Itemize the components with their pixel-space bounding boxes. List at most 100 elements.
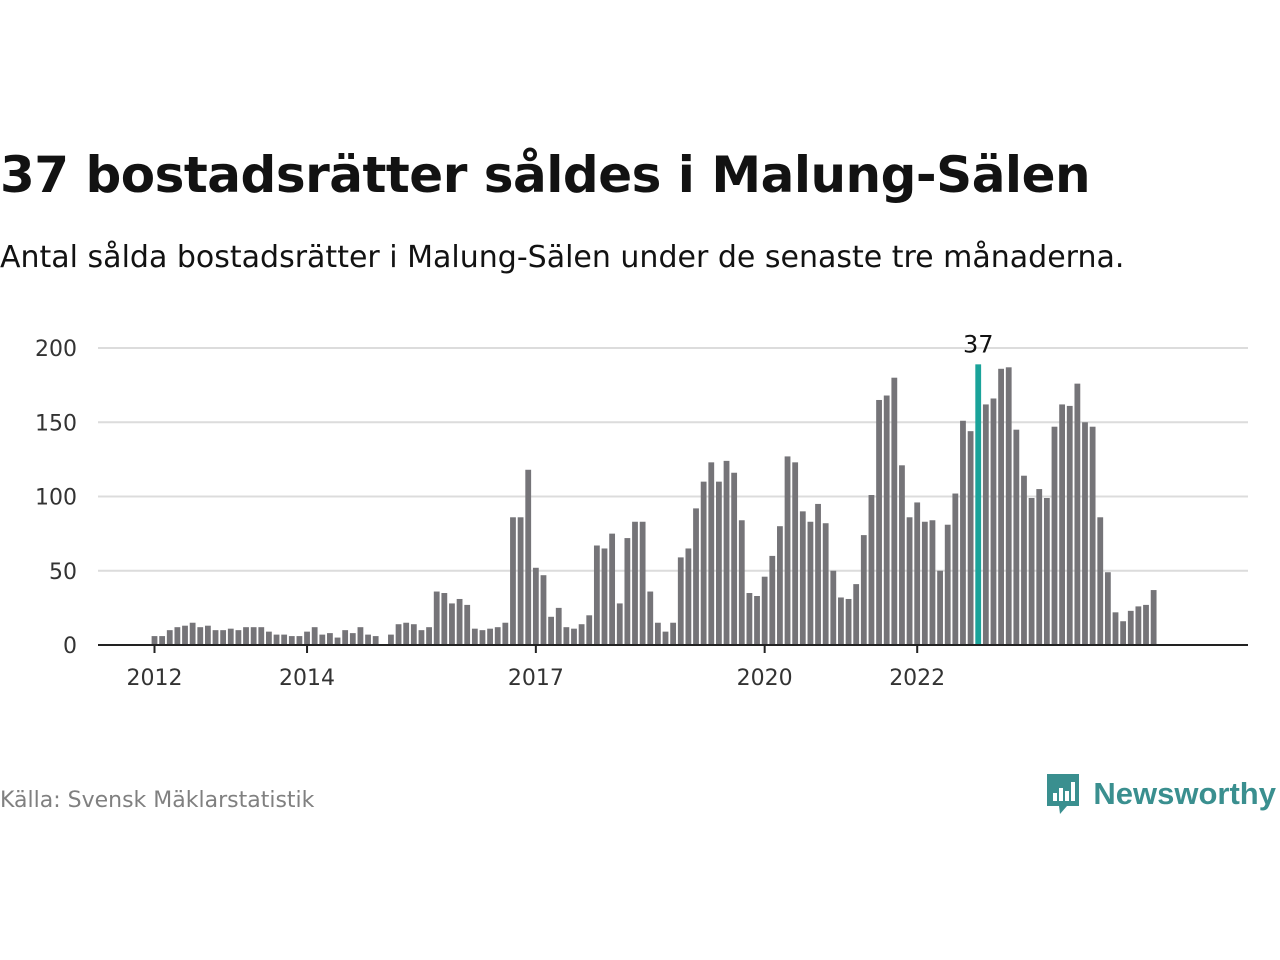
bar [1074, 383, 1081, 645]
bar [1135, 606, 1142, 645]
bar [189, 622, 196, 645]
bar [479, 630, 486, 645]
bar [609, 533, 616, 646]
bar [403, 622, 410, 645]
bar [822, 523, 829, 645]
bar [174, 627, 181, 645]
bar [502, 622, 509, 645]
bar [410, 624, 417, 645]
bars [151, 364, 1157, 646]
x-tick-label: 2022 [889, 666, 945, 691]
axes: 0 50 100 150 200 37 2012 2014 2017 2020 2022 [35, 330, 1248, 691]
bar [151, 636, 158, 645]
bar [494, 627, 501, 645]
bar [616, 603, 623, 645]
bar [914, 502, 921, 645]
bar [593, 545, 600, 645]
bar [1005, 367, 1012, 645]
bar [632, 521, 638, 645]
bar [1120, 621, 1127, 645]
bar [929, 520, 936, 645]
x-tick-label: 2020 [737, 666, 793, 691]
bar [990, 398, 997, 645]
bar [899, 465, 905, 645]
bar [365, 634, 371, 645]
highlight-bar [975, 364, 982, 645]
bar [677, 557, 684, 645]
bar [654, 622, 661, 645]
bar [982, 404, 989, 645]
bar [166, 630, 173, 645]
bar [723, 460, 730, 645]
newsworthy-logo-icon [1047, 774, 1080, 814]
bar [1150, 590, 1157, 645]
bar [311, 627, 318, 645]
bar [746, 593, 753, 645]
bar [243, 627, 249, 645]
bar [967, 431, 974, 645]
bar [304, 631, 310, 645]
bar [1036, 489, 1043, 645]
x-tick-label: 2012 [127, 666, 183, 691]
bar [1013, 429, 1020, 645]
bar [708, 462, 715, 645]
bar [334, 637, 341, 645]
bar [517, 517, 524, 645]
bar [639, 521, 646, 645]
bar [1028, 497, 1035, 645]
bar [342, 630, 349, 645]
bar [830, 570, 837, 645]
bar [662, 631, 669, 645]
y-tick-label: 0 [63, 634, 77, 659]
bar [853, 584, 860, 645]
bar [525, 469, 532, 645]
bar [1143, 604, 1149, 645]
chart-title: 37 bostadsrätter såldes i Malung-Sälen [0, 146, 1091, 204]
bar [807, 521, 814, 645]
bar [357, 627, 364, 645]
bar [372, 636, 379, 645]
bar [1097, 517, 1104, 645]
bar [876, 399, 882, 645]
bar [258, 627, 265, 645]
bar [548, 616, 554, 645]
bar [571, 628, 577, 645]
bar [586, 615, 593, 645]
bar [1082, 422, 1088, 645]
bar [418, 630, 425, 645]
bar [937, 570, 943, 645]
bar [532, 567, 539, 645]
bar [212, 630, 219, 645]
bar [1066, 405, 1073, 645]
bar [815, 503, 821, 645]
bar [433, 591, 440, 645]
bar [555, 607, 562, 646]
bar [540, 575, 547, 645]
bar [769, 555, 776, 645]
bar [792, 462, 799, 645]
bar [754, 596, 760, 645]
bar [777, 526, 783, 645]
bar [685, 548, 692, 645]
bar [510, 517, 516, 645]
bar [716, 481, 722, 645]
bar [731, 472, 738, 645]
bar [1112, 612, 1119, 645]
brand-logo[interactable]: Newsworthy [1045, 772, 1276, 816]
bar [693, 508, 699, 645]
bar [487, 628, 493, 645]
bar [960, 420, 966, 645]
bar [1127, 610, 1134, 645]
bar [578, 624, 585, 645]
bar [426, 627, 432, 645]
bar [395, 624, 402, 645]
bar [464, 604, 471, 645]
y-tick-label: 150 [35, 411, 77, 436]
chart-subtitle: Antal sålda bostadsrätter i Malung-Sälen… [0, 240, 1125, 275]
y-tick-label: 200 [35, 337, 77, 362]
bar [1104, 572, 1111, 645]
bar [349, 633, 356, 645]
bar [471, 628, 478, 645]
bar [700, 481, 707, 645]
bar [456, 598, 463, 645]
